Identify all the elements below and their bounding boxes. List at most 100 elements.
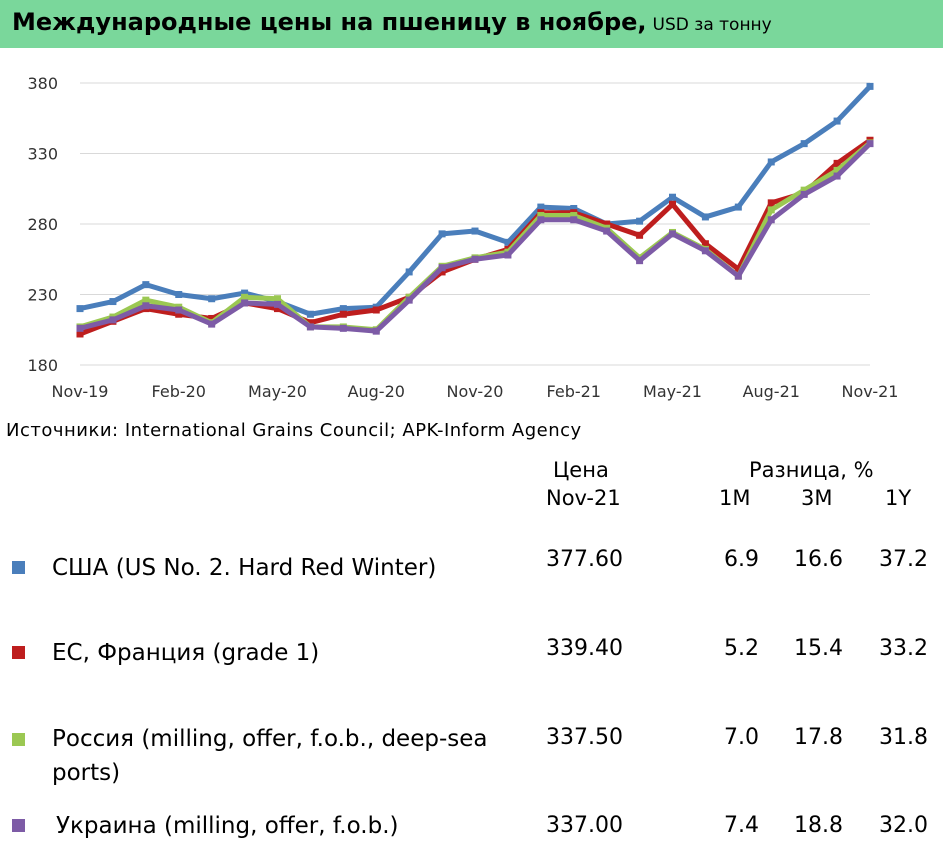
diff-1y-value: 32.0: [879, 813, 928, 838]
data-point: [570, 212, 578, 220]
diff-1y-value: 33.2: [879, 636, 928, 661]
series-name: ЕС, Франция (grade 1): [52, 640, 320, 666]
series-group: [76, 136, 874, 338]
data-point: [109, 316, 117, 324]
data-point: [339, 310, 347, 318]
price-header: Цена: [553, 458, 609, 482]
x-tick-label: May-21: [643, 382, 702, 401]
data-point: [636, 231, 644, 239]
data-point: [471, 227, 479, 235]
data-point: [701, 247, 709, 255]
data-point: [669, 230, 676, 238]
data-point: [767, 158, 775, 166]
diff-1m-header: 1M: [719, 486, 751, 510]
data-point: [833, 172, 841, 180]
diff-1y-value: 31.8: [879, 725, 928, 750]
price-value: 339.40: [546, 636, 623, 661]
series-group: [76, 140, 874, 335]
data-point: [537, 212, 545, 220]
data-point: [274, 295, 281, 303]
data-point: [767, 216, 775, 224]
y-tick-label: 380: [27, 74, 58, 93]
data-point: [504, 251, 512, 259]
data-point: [76, 305, 84, 313]
price-header-date: Nov-21: [546, 486, 621, 510]
diff-1y-value: 37.2: [879, 547, 928, 572]
data-point: [603, 227, 611, 235]
price-value: 337.00: [546, 813, 623, 838]
data-point: [537, 203, 545, 211]
x-tick-label: Nov-20: [447, 382, 504, 401]
legend-marker: [12, 819, 25, 832]
data-point: [537, 216, 545, 224]
data-point: [800, 190, 808, 198]
data-point: [208, 295, 216, 303]
data-point: [175, 291, 183, 298]
data-point: [306, 310, 314, 318]
title-bar: Международные цены на пшеницу в ноябре, U…: [0, 0, 943, 48]
data-point: [274, 300, 281, 308]
data-point: [142, 302, 150, 310]
chart-title: Международные цены на пшеницу в ноябре, U…: [12, 8, 772, 36]
data-point: [339, 324, 347, 332]
data-point: [438, 264, 446, 272]
data-point: [372, 306, 380, 314]
diff-3m-value: 18.8: [794, 813, 843, 838]
series-name: Россия (milling, offer, f.o.b., deep-sea…: [52, 726, 488, 786]
diff-1m-value: 7.0: [724, 725, 759, 750]
chart-title-text: Международные цены на пшеницу в ноябре,: [12, 8, 647, 36]
series-name: Украина (milling, offer, f.o.b.): [56, 813, 399, 839]
price-value: 377.60: [546, 547, 623, 572]
data-point: [636, 257, 644, 265]
data-point: [372, 327, 380, 335]
diff-1y-header: 1Y: [885, 486, 912, 510]
diff-3m-value: 16.6: [794, 547, 843, 572]
legend-marker: [12, 561, 25, 574]
data-point: [866, 82, 874, 90]
diff-3m-value: 15.4: [794, 636, 843, 661]
data-point: [866, 140, 874, 148]
data-point: [142, 296, 150, 304]
data-point: [800, 186, 808, 194]
data-point: [306, 319, 314, 327]
y-axis-ticks: 180 230 280 330 380: [27, 74, 58, 375]
chart-series: [76, 82, 874, 338]
series-line: [79, 138, 872, 337]
diff-3m-header: 3M: [801, 486, 833, 510]
data-point: [175, 310, 183, 318]
x-tick-label: Nov-19: [52, 382, 109, 401]
data-point: [109, 298, 117, 306]
series-line: [79, 141, 872, 333]
diff-header: Разница, %: [749, 458, 874, 482]
data-point: [669, 200, 676, 208]
y-tick-label: 180: [27, 356, 58, 375]
x-axis-ticks: Nov-19 Feb-20 May-20 Aug-20 Nov-20 Feb-21 May-…: [52, 382, 899, 401]
data-point: [241, 293, 249, 301]
x-tick-label: Aug-21: [743, 382, 800, 401]
series-line: [79, 84, 872, 317]
data-point: [208, 320, 216, 328]
source-note: Источники: International Grains Council;…: [6, 420, 582, 441]
data-point: [405, 296, 413, 304]
diff-1m-value: 7.4: [724, 813, 759, 838]
data-point: [471, 255, 479, 263]
data-point: [405, 268, 413, 276]
data-point: [767, 206, 775, 214]
y-tick-label: 230: [27, 286, 58, 305]
data-point: [636, 217, 644, 225]
diff-3m-value: 17.8: [794, 725, 843, 750]
data-point: [833, 166, 841, 174]
x-tick-label: May-20: [248, 382, 307, 401]
data-point: [142, 281, 150, 289]
data-point: [570, 204, 578, 212]
x-tick-label: Feb-20: [152, 382, 206, 401]
data-point: [833, 159, 841, 167]
data-point: [603, 220, 611, 228]
data-point: [274, 305, 281, 313]
data-point: [438, 268, 446, 276]
series-name: США (US No. 2. Hard Red Winter): [52, 555, 437, 581]
legend-marker: [12, 646, 25, 659]
data-point: [208, 314, 216, 322]
data-point: [734, 272, 742, 280]
x-tick-label: Aug-20: [348, 382, 405, 401]
